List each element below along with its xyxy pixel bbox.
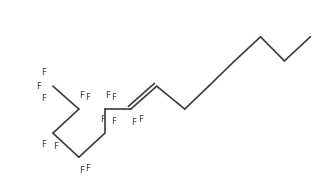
Text: F: F [131, 118, 136, 127]
Text: F: F [79, 91, 84, 100]
Text: F: F [85, 93, 91, 102]
Text: F: F [105, 91, 110, 100]
Text: F: F [112, 117, 116, 126]
Text: F: F [138, 115, 143, 124]
Text: F: F [41, 140, 46, 149]
Text: F: F [100, 115, 105, 124]
Text: F: F [79, 166, 84, 175]
Text: F: F [41, 94, 46, 103]
Text: F: F [53, 142, 58, 151]
Text: F: F [85, 164, 91, 173]
Text: F: F [112, 93, 116, 102]
Text: F: F [36, 82, 41, 91]
Text: F: F [41, 68, 46, 77]
